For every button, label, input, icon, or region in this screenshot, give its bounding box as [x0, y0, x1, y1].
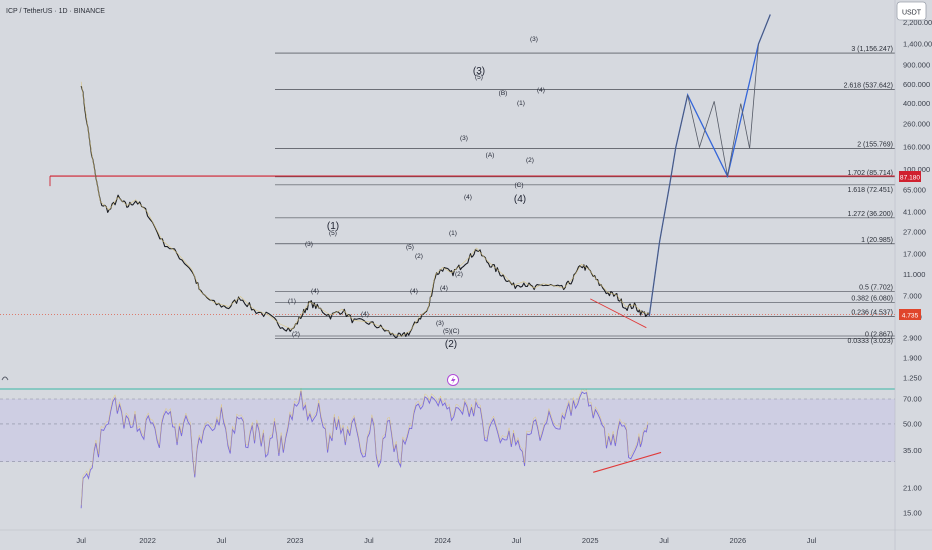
price-tick-label: 41.000: [903, 207, 926, 216]
price-tick-label: 600.000: [903, 80, 930, 89]
time-tick-label: 2026: [729, 536, 746, 545]
wave-label: (4): [311, 288, 319, 295]
wave-label-major: (3): [473, 66, 485, 77]
wave-label: (1): [517, 100, 525, 107]
wave-label: (3): [305, 241, 313, 248]
wave-label: (2): [455, 271, 463, 278]
fib-level-label: 1.618 (72.451): [847, 187, 893, 194]
wave-label: (A): [486, 152, 495, 159]
fib-level-label: 1.702 (85.714): [847, 170, 893, 177]
price-tick-label: 1,400.000: [903, 40, 932, 49]
resistance-price-text: 87.180: [900, 175, 921, 182]
lightning-icon[interactable]: [447, 374, 459, 386]
wave-label: (4): [464, 194, 472, 201]
wave-label: (2): [292, 331, 300, 338]
fib-level-label: 0 (2.867): [865, 332, 893, 339]
wave-label: (3): [530, 36, 538, 43]
price-tick-label: 400.000: [903, 99, 930, 108]
wave-label: (2): [526, 157, 534, 164]
time-tick-label: Jul: [364, 536, 374, 545]
currency-button[interactable]: USDT: [896, 1, 927, 21]
price-tick-label: 160.000: [903, 143, 930, 152]
price-tick-label: 27.000: [903, 227, 926, 236]
fib-level-label: 0.0333 (3.023): [847, 338, 893, 345]
price-tick-label: 1.900: [903, 354, 922, 363]
fib-level-label: 2 (155.769): [857, 141, 893, 148]
rsi-trendline: [593, 451, 662, 473]
current-price-badge: 4.735: [899, 309, 921, 320]
rsi-band-fill: [0, 399, 895, 462]
time-tick-label: 2024: [434, 536, 451, 545]
time-tick-label: Jul: [76, 536, 86, 545]
symbol-title: ICP / TetherUS · 1D · BINANCE: [6, 8, 105, 15]
wave-label: (5): [406, 244, 414, 251]
price-tick-label: 11.000: [903, 270, 925, 279]
currency-label: USDT: [902, 10, 922, 17]
wave-projection-sub: [648, 14, 771, 317]
rsi-line: [80, 390, 649, 509]
rsi-signal-line: [80, 387, 649, 506]
price-series: [80, 81, 650, 339]
fib-level-label: 0.5 (7.702): [859, 284, 893, 291]
wave-label: (5): [475, 74, 483, 81]
fib-level-label: 3 (1,156.247): [851, 46, 893, 53]
time-tick-label: 2022: [139, 536, 156, 545]
price-tick-label: 900.000: [903, 61, 930, 70]
wave-label: (C): [450, 328, 459, 335]
rsi-tick-label: 35.00: [903, 446, 922, 455]
price-tick-label: 260.000: [903, 120, 930, 129]
rsi-series: [80, 387, 662, 509]
wave-label-major: (1): [327, 221, 339, 232]
wave-label: (5): [443, 328, 451, 335]
time-tick-label: Jul: [512, 536, 522, 545]
wave-label: (4): [361, 311, 369, 318]
wave-label: (5): [329, 230, 337, 237]
fib-level-label: 0.236 (4.537): [851, 310, 893, 317]
time-tick-label: 2025: [582, 536, 599, 545]
wave-label-major: (2): [445, 339, 457, 350]
time-tick-label: 2023: [287, 536, 304, 545]
price-tick-label: 1.250: [903, 374, 922, 383]
resistance-price-badge: 87.180: [899, 171, 921, 182]
price-tick-label: 17.000: [903, 249, 926, 258]
time-tick-label: Jul: [807, 536, 817, 545]
wave-label: (C): [514, 182, 523, 189]
wave-labels: (1)(2)(3)(4)(5)(4)(5)(2)(4) (4)(3)(C)(5)(…: [288, 36, 545, 350]
fib-levels: 3 (1,156.247) 2.618 (537.642) 2 (155.769) 1…: [0, 46, 895, 345]
wave-label: (1): [288, 298, 296, 305]
rsi-band: [0, 398, 895, 463]
wave-label: (1): [449, 230, 457, 237]
price-tick-label: 2,200.000: [903, 18, 932, 27]
fib-level-label: 1.272 (36.200): [847, 211, 893, 218]
wave-label: (B): [499, 90, 508, 97]
wave-label: (4): [410, 288, 418, 295]
rsi-tick-label: 70.00: [903, 395, 922, 404]
wave-label: (4): [440, 285, 448, 292]
price-tick-label: 2.900: [903, 333, 922, 342]
wave-projection: [590, 14, 771, 329]
fib-level-label: 1 (20.985): [861, 237, 893, 244]
rsi-tick-label: 21.00: [903, 484, 922, 493]
moving-average-line: [80, 81, 650, 337]
rsi-tick-label: 15.00: [903, 509, 922, 518]
fib-level-label: 2.618 (537.642): [844, 83, 893, 90]
time-tick-label: Jul: [217, 536, 227, 545]
chevron-collapse-icon[interactable]: [1, 376, 9, 381]
wave-label: (2): [415, 253, 423, 260]
wave-label: (4): [537, 87, 545, 94]
wave-label: (3): [460, 135, 468, 142]
rsi-tick-label: 50.00: [903, 419, 922, 428]
fib-level-label: 0.382 (6.080): [851, 296, 893, 303]
wave-label-major: (4): [514, 194, 526, 205]
time-tick-label: Jul: [659, 536, 669, 545]
price-tick-label: 65.000: [903, 186, 926, 195]
price-tick-label: 100.000: [903, 165, 930, 174]
price-trendline: [590, 298, 647, 329]
price-tick-label: 7.000: [903, 292, 922, 301]
current-price-text: 4.735: [902, 313, 919, 320]
wave-label: (3): [436, 320, 444, 327]
